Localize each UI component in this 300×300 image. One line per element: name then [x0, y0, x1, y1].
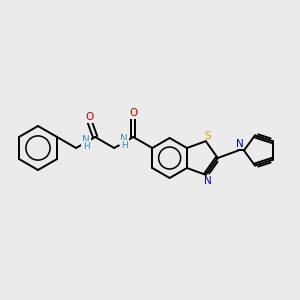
- Text: N: N: [82, 135, 90, 145]
- Text: S: S: [204, 131, 211, 141]
- Text: H: H: [121, 141, 128, 150]
- Text: H: H: [82, 142, 89, 151]
- Text: O: O: [129, 108, 137, 118]
- Text: O: O: [85, 112, 94, 122]
- Text: N: N: [204, 176, 212, 186]
- Text: N: N: [236, 140, 243, 149]
- Text: N: N: [120, 134, 128, 144]
